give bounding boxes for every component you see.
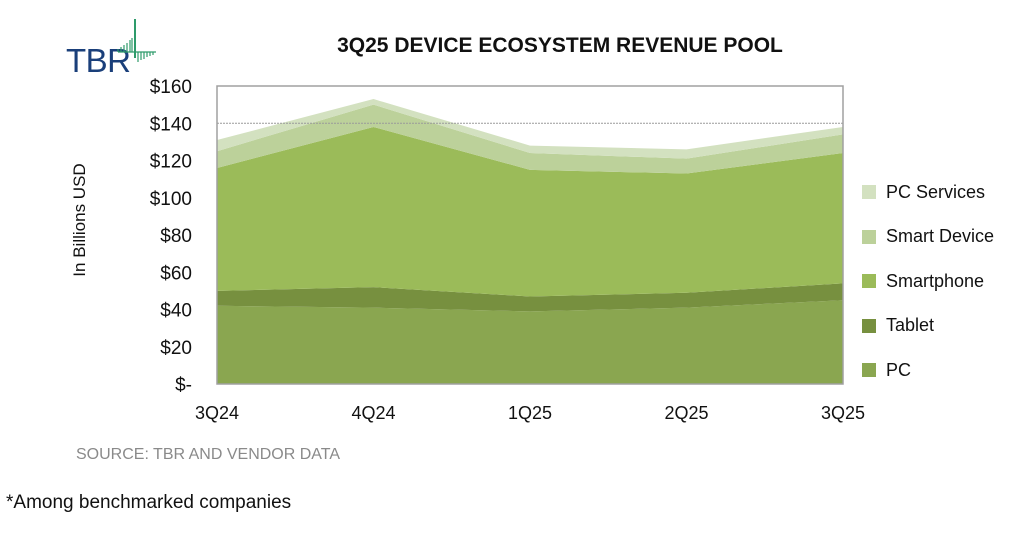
x-tick-label: 2Q25 xyxy=(664,403,708,423)
legend-item: Tablet xyxy=(862,304,994,349)
source-note: SOURCE: TBR AND VENDOR DATA xyxy=(76,446,341,463)
tbr-logo: TBR xyxy=(66,16,166,79)
area-pc-services xyxy=(217,99,843,159)
legend-swatch xyxy=(862,363,876,378)
legend-swatch xyxy=(862,229,876,244)
y-tick-label: $20 xyxy=(160,338,192,359)
area-smartphone xyxy=(217,126,843,297)
legend-swatch xyxy=(862,185,876,200)
y-tick-label: $- xyxy=(175,375,192,396)
area-smart-device xyxy=(217,104,843,174)
legend-item: PC Services xyxy=(862,170,994,215)
legend-label: PC Services xyxy=(886,181,986,202)
y-tick-label: $100 xyxy=(150,189,192,210)
y-tick-label: $40 xyxy=(160,301,192,322)
y-tick-label: $140 xyxy=(150,114,192,135)
legend-label: Smart Device xyxy=(886,226,995,247)
legend-item: Smart Device xyxy=(862,215,994,260)
x-tick-label: 4Q24 xyxy=(351,403,395,423)
y-tick-label: $60 xyxy=(160,263,192,284)
area-tablet xyxy=(217,283,843,312)
y-tick-label: $80 xyxy=(160,226,192,247)
plot-frame xyxy=(216,85,844,385)
legend-label: Tablet xyxy=(886,315,935,336)
logo-text: TBR xyxy=(66,42,131,79)
footnote: *Among benchmarked companies xyxy=(6,492,292,513)
legend: PC Services Smart Device Smartphone Tablet P… xyxy=(862,170,994,393)
legend-label: Smartphone xyxy=(886,270,985,291)
legend-swatch xyxy=(862,318,876,333)
legend-label: PC xyxy=(886,359,912,380)
y-tick-label: $120 xyxy=(150,152,192,173)
y-tick-label: $160 xyxy=(150,77,192,98)
x-tick-label: 3Q24 xyxy=(195,403,239,423)
legend-item: Smartphone xyxy=(862,259,994,304)
logo-spark-icon xyxy=(117,19,156,62)
x-tick-label: 3Q25 xyxy=(821,403,865,423)
legend-swatch xyxy=(862,274,876,289)
chart-title: 3Q25 DEVICE ECOSYSTEM REVENUE POOL xyxy=(337,34,783,57)
area-pc xyxy=(217,300,843,384)
legend-item: PC xyxy=(862,348,994,393)
x-tick-label: 1Q25 xyxy=(508,403,552,423)
